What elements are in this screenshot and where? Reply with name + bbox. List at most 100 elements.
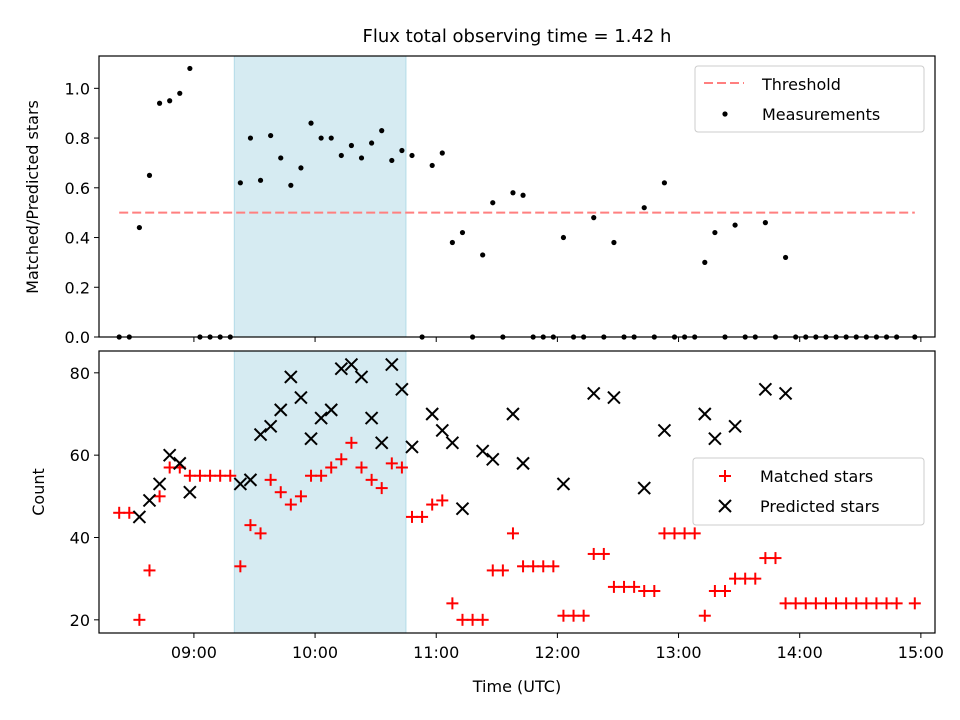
matched-star-point [456,613,469,626]
matched-star-point [708,585,721,598]
matched-star-point [628,580,641,593]
bottom-xtick-label: 14:00 [777,643,823,662]
matched-star-point [769,552,782,565]
measurement-point [449,239,455,246]
measurement-point [661,180,668,186]
measurement-point [237,180,243,186]
bottom-legend: Matched stars Predicted stars [692,457,925,526]
bottom-plot-frame [98,350,936,634]
measurement-point [490,200,496,206]
top-ylabel: Matched/Predicted stars [23,100,42,294]
matched-star-point [618,580,631,593]
measurement-point [177,90,183,96]
matched-star-point [739,572,752,585]
matched-star-point [385,457,398,470]
matched-star-point [163,461,176,474]
predicted-star-point [152,477,167,491]
matched-star-point [214,469,227,482]
measurement-point [247,135,254,141]
predicted-stars-series [132,357,793,524]
top-ytick-label: 0.4 [65,229,90,248]
predicted-star-point [304,431,318,446]
predicted-star-point [405,440,419,454]
predicted-star-point [435,423,449,438]
top-panel: 0.0 0.2 0.4 0.6 0.8 1.0 Matched/Predicted sta… [23,55,936,347]
matched-star-point [193,469,206,482]
matched-star-point [840,597,853,610]
predicted-star-point [455,501,470,516]
predicted-star-point [516,456,530,471]
matched-star-point [305,469,318,482]
measurement-point [308,120,314,126]
predicted-star-point [364,411,379,425]
matched-star-point [557,609,570,622]
predicted-star-point [758,382,773,396]
measurement-point [389,157,395,164]
measurement-point [702,259,708,265]
matched-star-point [880,597,893,610]
predicted-star-point [354,370,369,384]
top-ytick-label: 1.0 [65,79,90,98]
predicted-star-point [425,407,439,421]
bottom-xlabel: Time (UTC) [472,677,561,696]
top-legend: Threshold Measurements [694,65,925,133]
matched-star-point [506,527,519,540]
matched-star-point [395,461,408,474]
measurement-point [338,152,344,159]
matched-star-point [688,527,701,540]
matched-legend-label: Matched stars [760,467,873,486]
matched-star-point [284,498,297,511]
predicted-star-point [728,419,742,434]
bottom-xtick-label: 13:00 [655,643,701,662]
matched-star-point [678,527,691,540]
measurement-point [641,205,647,211]
predicted-star-point [243,473,258,487]
predicted-star-point [294,390,308,405]
matched-stars-series [113,436,921,626]
bottom-ytick-label: 60 [70,446,90,465]
matched-star-point [466,613,479,626]
matched-star-point [890,597,903,610]
matched-star-point [365,473,378,486]
predicted-star-point [253,427,268,442]
bottom-ytick-label: 80 [70,364,90,383]
predicted-star-point [607,390,621,405]
predicted-star-point [657,423,672,438]
matched-star-point [779,597,792,610]
matched-star-point [153,490,166,503]
matched-star-point [426,498,439,511]
matched-star-point [527,560,540,573]
matched-star-point [143,564,156,577]
threshold-legend-label: Threshold [761,75,841,94]
matched-star-point [345,436,358,449]
matched-star-point [567,609,580,622]
measurement-point [318,135,324,141]
matched-star-point [577,609,590,622]
matched-star-point [416,510,429,523]
top-ytick-label: 0.2 [65,278,90,297]
bottom-xtick-label: 10:00 [292,643,338,662]
matched-star-point [860,597,873,610]
measurement-point [328,135,334,141]
bottom-ylabel: Count [29,468,48,516]
matched-star-point [294,490,307,503]
predicted-star-point [314,411,328,425]
matched-star-point [254,527,267,540]
matched-star-point [547,560,560,573]
matched-star-point [496,564,509,577]
predicted-star-point [334,361,349,376]
measurement-point [187,65,193,72]
predicted-star-point [324,403,338,417]
predicted-star-point [385,357,399,372]
matched-star-point [658,527,671,540]
matched-star-point [648,585,661,598]
shaded-interval-band [233,350,407,634]
predicted-legend-marker [718,499,732,513]
matched-star-point [335,453,348,466]
matched-star-point [224,469,237,482]
measurement-point [560,234,567,241]
measurements-legend-marker [722,111,728,117]
predicted-star-point [183,485,197,499]
top-ticks: 0.0 0.2 0.4 0.6 0.8 1.0 [65,79,922,347]
bottom-shaded-interval [233,350,407,634]
